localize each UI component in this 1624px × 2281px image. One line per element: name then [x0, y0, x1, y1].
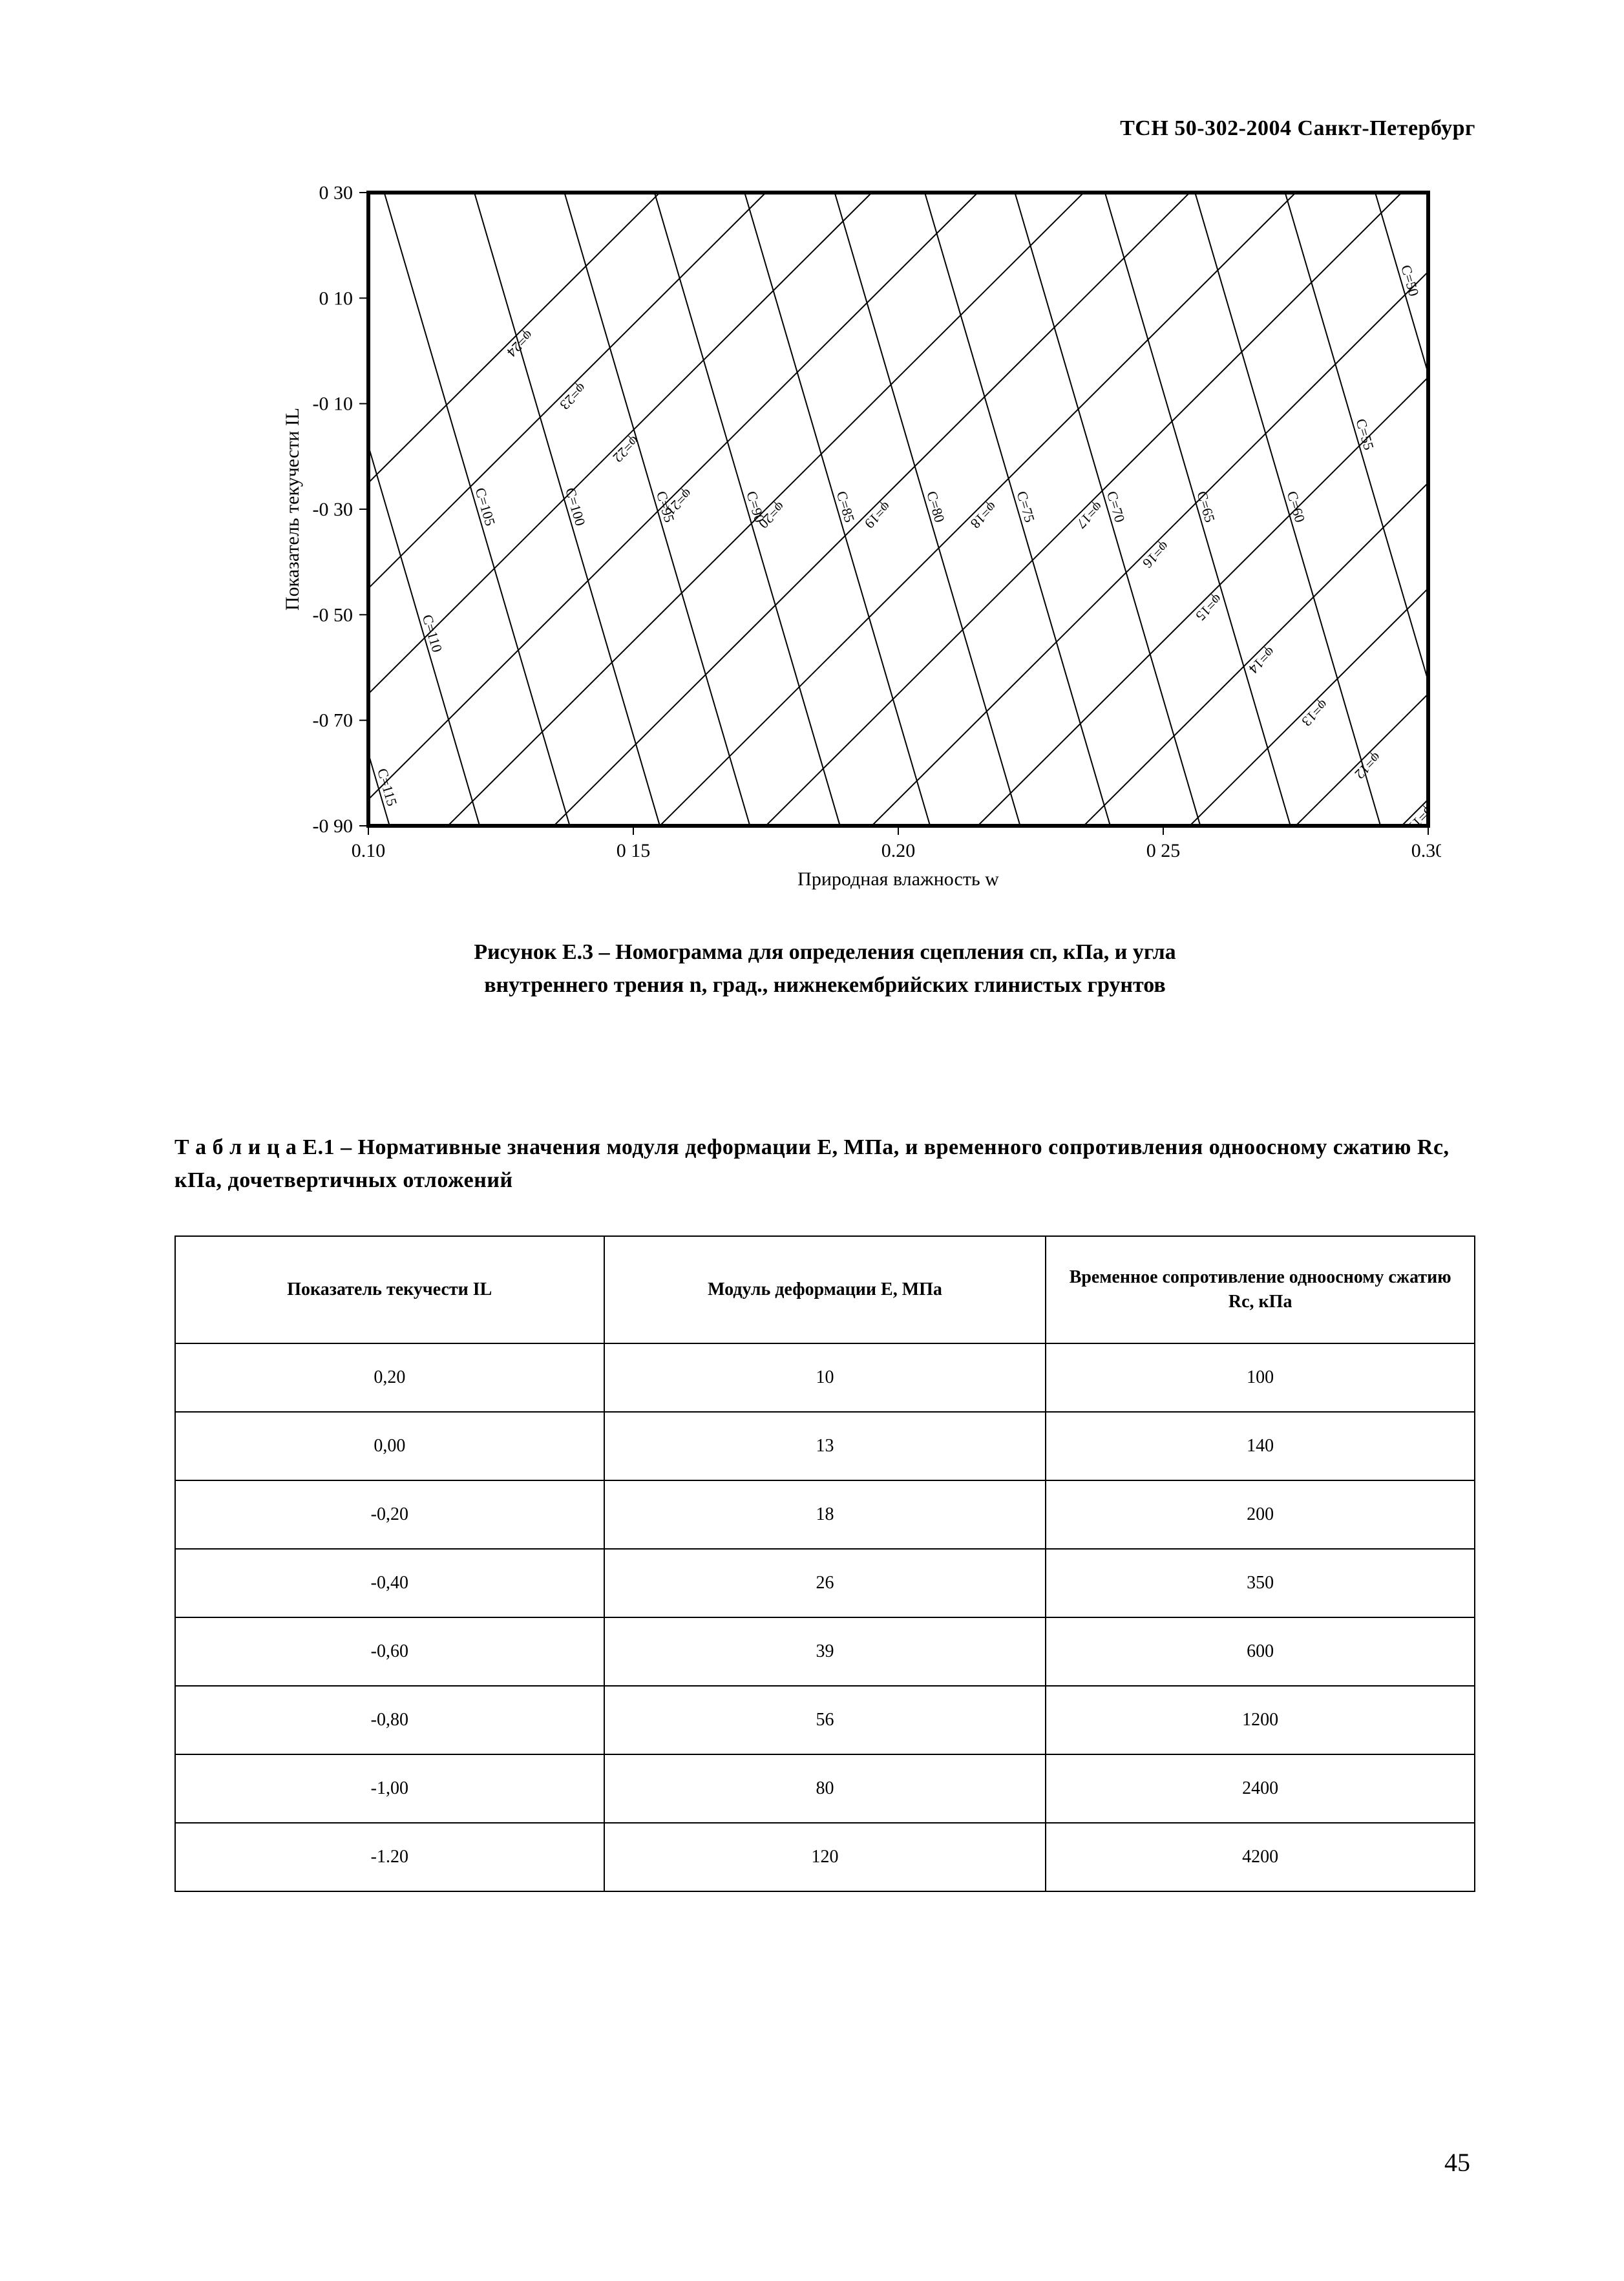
figure-caption: Рисунок Е.3 – Номограмма для определения… [213, 936, 1437, 1002]
table-row: -0,2018200 [175, 1480, 1475, 1549]
table-cell: 350 [1046, 1549, 1475, 1617]
table-row: -1,00802400 [175, 1754, 1475, 1823]
table-cell: -0,40 [175, 1549, 604, 1617]
table-cell: 39 [604, 1617, 1046, 1686]
svg-text:-0 90: -0 90 [313, 815, 353, 837]
svg-text:0.30: 0.30 [1411, 840, 1441, 861]
svg-text:0 15: 0 15 [617, 840, 651, 861]
svg-text:0 30: 0 30 [319, 182, 353, 204]
table-column-header: Временное сопротивление одноосному сжати… [1046, 1236, 1475, 1343]
table-column-header: Модуль деформации Е, МПа [604, 1236, 1046, 1343]
table-cell: 10 [604, 1343, 1046, 1412]
svg-text:0 25: 0 25 [1146, 840, 1181, 861]
table-column-header: Показатель текучести IL [175, 1236, 604, 1343]
figure-caption-line1: Рисунок Е.3 – Номограмма для определения… [474, 940, 1176, 964]
table-cell: 120 [604, 1823, 1046, 1891]
table-row: -0,6039600 [175, 1617, 1475, 1686]
table-cell: 56 [604, 1686, 1046, 1754]
table-cell: 100 [1046, 1343, 1475, 1412]
table-cell: 0,20 [175, 1343, 604, 1412]
table-row: -0,4026350 [175, 1549, 1475, 1617]
svg-text:-0 30: -0 30 [313, 499, 353, 520]
table-cell: 1200 [1046, 1686, 1475, 1754]
nomogram-chart: C=50C=55C=60C=65C=70C=75C=80C=85C=90C=95… [278, 180, 1475, 900]
table-cell: -0,80 [175, 1686, 604, 1754]
table-row: 0,2010100 [175, 1343, 1475, 1412]
table-cell: 13 [604, 1412, 1046, 1480]
table-cell: -1.20 [175, 1823, 604, 1891]
table-cell: 2400 [1046, 1754, 1475, 1823]
table-cell: -0,20 [175, 1480, 604, 1549]
svg-text:-0 10: -0 10 [313, 394, 353, 415]
svg-text:Природная влажность w: Природная влажность w [797, 868, 999, 890]
table-cell: 200 [1046, 1480, 1475, 1549]
table-cell: 4200 [1046, 1823, 1475, 1891]
page-number: 45 [1444, 2147, 1470, 2178]
table-cell: -0,60 [175, 1617, 604, 1686]
figure-caption-line2: внутреннего трения n, град., нижнекембри… [484, 973, 1166, 997]
table-title: Т а б л и ц а Е.1 – Нормативные значения… [174, 1131, 1475, 1197]
svg-text:-0 50: -0 50 [313, 604, 353, 625]
svg-text:Показатель текучести IL: Показатель текучести IL [282, 408, 303, 611]
svg-text:0 10: 0 10 [319, 288, 353, 309]
data-table: Показатель текучести ILМодуль деформации… [174, 1235, 1475, 1892]
table-cell: 140 [1046, 1412, 1475, 1480]
table-row: -0,80561200 [175, 1686, 1475, 1754]
document-header: ТСН 50-302-2004 Санкт-Петербург [174, 116, 1475, 141]
table-row: -1.201204200 [175, 1823, 1475, 1891]
table-cell: 26 [604, 1549, 1046, 1617]
table-cell: -1,00 [175, 1754, 604, 1823]
svg-text:-0 70: -0 70 [313, 710, 353, 731]
table-row: 0,0013140 [175, 1412, 1475, 1480]
table-cell: 600 [1046, 1617, 1475, 1686]
table-cell: 18 [604, 1480, 1046, 1549]
svg-text:0.20: 0.20 [881, 840, 916, 861]
table-cell: 0,00 [175, 1412, 604, 1480]
svg-text:0.10: 0.10 [352, 840, 386, 861]
table-cell: 80 [604, 1754, 1046, 1823]
